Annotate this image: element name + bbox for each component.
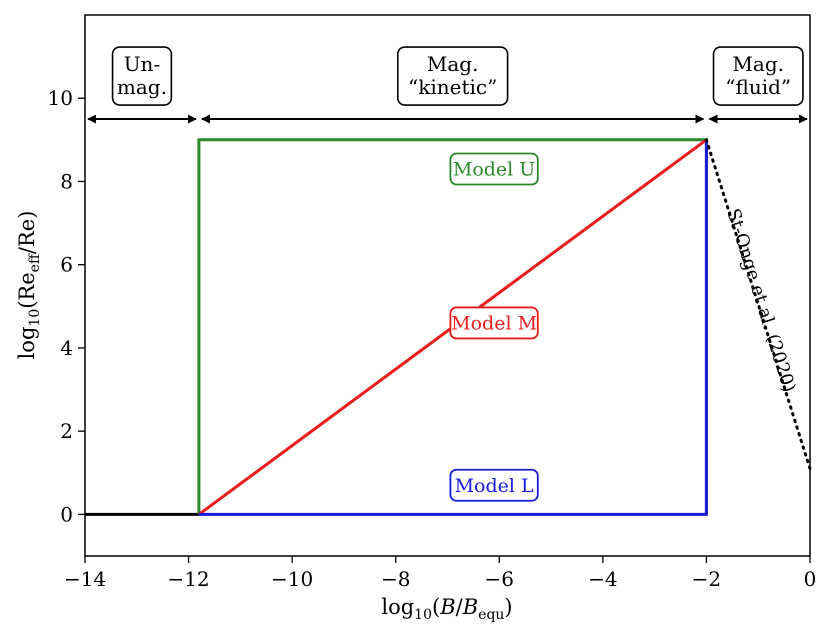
st-onge-annotation: St-Onge et al. (2020): [722, 206, 800, 395]
region-label-2-line-1: “fluid”: [725, 75, 791, 99]
region-label-1-line-1: “kinetic”: [408, 75, 497, 99]
x-tick-label: −8: [381, 567, 410, 591]
x-tick-label: −14: [64, 567, 106, 591]
x-tick-label: 0: [804, 567, 817, 591]
x-axis-label: log10(B/Bequ): [381, 595, 512, 623]
region-label-2-line-0: Mag.: [732, 52, 784, 76]
model-label-box-model-m: [449, 306, 539, 340]
y-tick-label: 4: [60, 336, 73, 360]
x-tick-label: −12: [167, 567, 209, 591]
y-tick-label: 0: [60, 502, 73, 526]
y-tick-label: 6: [60, 253, 73, 277]
region-label-0-line-1: mag.: [117, 75, 167, 99]
plot-frame: [84, 14, 811, 557]
y-tick-label: 10: [48, 86, 73, 110]
series-layer: [85, 138, 812, 516]
model-label-model-u: Model U: [453, 158, 535, 180]
model-label-box-model-l: [449, 468, 539, 502]
model-label-model-l: Model L: [455, 475, 534, 497]
x-tick-label: −10: [271, 567, 313, 591]
region-label-0-line-0: Un-: [124, 52, 161, 76]
region-label-box-1: [396, 46, 509, 106]
x-tick-label: −6: [485, 567, 514, 591]
x-tick-label: −4: [588, 567, 617, 591]
model-label-box-model-u: [449, 152, 539, 186]
annotation-layer: St-Onge et al. (2020): [722, 206, 800, 395]
model-label-model-m: Model M: [451, 312, 537, 334]
region-label-1-line-0: Mag.: [427, 52, 479, 76]
region-label-box-2: [712, 46, 804, 106]
region-label-box-0: [111, 46, 173, 106]
tick-layer: −14 −12 −10 −8 −6 −4 −2 0 0 2 4 6 8 10: [48, 86, 817, 591]
region-layer: Un-mag.Mag.“kinetic”Mag.“fluid”: [87, 46, 808, 124]
x-tick-label: −2: [692, 567, 721, 591]
series-line-model-l: [198, 139, 708, 516]
y-axis-label: log10(Reeff/Re): [15, 211, 43, 360]
model-label-layer: Model U Model M Model L: [449, 152, 539, 502]
y-tick-label: 2: [60, 419, 73, 443]
series-line-st-onge-et-al-2020: [704, 138, 812, 471]
y-tick-label: 8: [60, 169, 73, 193]
